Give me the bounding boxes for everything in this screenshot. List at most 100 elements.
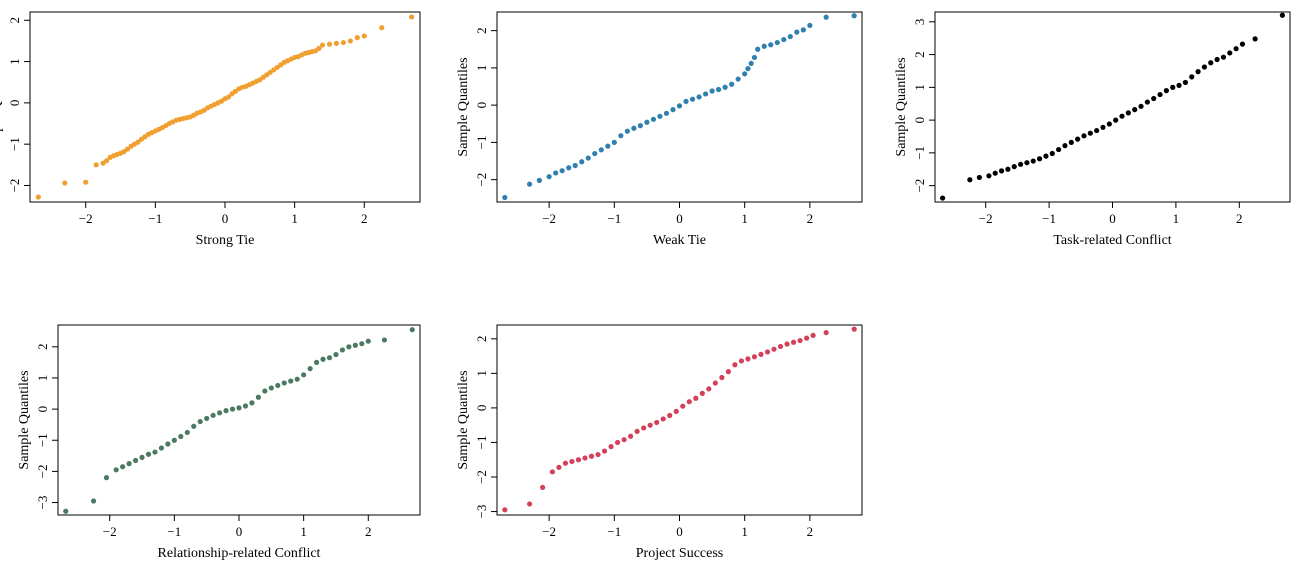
- data-point: [1279, 12, 1285, 18]
- data-point: [566, 165, 572, 171]
- data-point: [683, 98, 689, 105]
- data-point: [1100, 124, 1106, 130]
- data-point: [113, 467, 119, 473]
- data-point: [784, 341, 790, 347]
- data-point: [361, 33, 367, 39]
- data-point: [294, 376, 300, 382]
- data-point: [1189, 74, 1195, 80]
- x-tick-label: −1: [167, 524, 181, 539]
- data-point: [572, 162, 578, 169]
- data-point: [301, 372, 307, 378]
- data-point: [1157, 91, 1163, 98]
- data-point: [735, 76, 741, 82]
- data-point: [787, 33, 793, 40]
- data-point: [90, 498, 97, 504]
- data-point: [588, 453, 595, 459]
- y-tick-label: −3: [474, 505, 489, 519]
- data-point: [526, 501, 533, 507]
- x-tick-label: 1: [291, 211, 298, 226]
- y-tick-label: 0: [912, 117, 927, 124]
- y-tick-label: 0: [474, 102, 489, 109]
- data-point: [823, 330, 829, 336]
- data-point: [346, 344, 352, 350]
- data-point: [1163, 88, 1169, 94]
- data-point: [103, 475, 110, 481]
- data-point: [592, 150, 598, 157]
- x-tick-label: −1: [148, 211, 162, 226]
- data-point: [663, 110, 670, 116]
- data-point: [1056, 146, 1062, 153]
- data-point: [621, 437, 627, 443]
- data-point: [281, 380, 287, 386]
- data-point: [748, 60, 754, 67]
- data-point: [340, 39, 346, 46]
- data-point: [352, 342, 358, 348]
- data-point: [165, 441, 171, 447]
- data-point: [1043, 153, 1049, 159]
- data-point: [145, 451, 152, 457]
- data-point: [618, 133, 624, 139]
- data-point: [601, 448, 608, 454]
- data-point: [1233, 46, 1239, 52]
- data-point: [359, 341, 365, 347]
- data-point: [823, 14, 829, 20]
- data-point: [689, 96, 696, 102]
- y-tick-label: 0: [35, 406, 50, 413]
- data-point: [1068, 139, 1074, 145]
- x-axis-label: Strong Tie: [196, 233, 255, 248]
- data-point: [644, 119, 650, 125]
- x-tick-label: 1: [741, 524, 748, 539]
- data-point: [650, 116, 657, 122]
- x-axis-label: Weak Tie: [653, 233, 706, 248]
- data-point: [611, 139, 617, 145]
- data-point: [171, 437, 177, 443]
- data-point: [998, 168, 1005, 174]
- x-tick-label: 0: [222, 211, 229, 226]
- data-point: [1049, 150, 1055, 157]
- data-point: [1036, 156, 1043, 162]
- data-point: [729, 81, 735, 87]
- y-tick-label: −3: [35, 496, 50, 510]
- data-point: [1214, 56, 1220, 63]
- data-point: [556, 464, 562, 470]
- plot-frame: [29, 11, 421, 203]
- qq-plot-1: −2 −1 0 1 2 −2 −1 0 1 2 Strong Tie Sample Quantiles: [0, 11, 421, 248]
- data-point: [986, 173, 992, 179]
- data-point: [526, 181, 533, 187]
- y-tick-label: −1: [912, 146, 927, 160]
- x-tick-label: −2: [103, 524, 117, 539]
- data-point: [158, 445, 165, 451]
- data-point: [585, 155, 591, 161]
- data-point: [1201, 64, 1208, 70]
- data-point: [745, 356, 751, 362]
- x-axis-label: Relationship-related Conflict: [158, 546, 321, 561]
- data-point: [536, 177, 542, 183]
- data-point: [1024, 160, 1030, 166]
- plot-frame: [496, 324, 863, 516]
- x-tick-label: 2: [807, 524, 814, 539]
- data-point: [660, 416, 666, 422]
- y-axis-label: Sample Quantiles: [456, 57, 471, 156]
- data-point: [1195, 69, 1201, 75]
- y-axis-label: Sample Quantiles: [894, 57, 909, 156]
- qq-plot-4: −2 −1 0 1 2 −3 −2 −1 0 1 2 Relationship-related Con…: [17, 324, 421, 561]
- data-point: [229, 406, 236, 412]
- y-tick-label: −2: [474, 470, 489, 484]
- data-point: [354, 35, 360, 41]
- x-tick-label: 2: [361, 211, 368, 226]
- data-point: [1017, 161, 1024, 167]
- data-point: [777, 343, 784, 350]
- x-tick-label: −2: [79, 211, 93, 226]
- data-point: [1227, 50, 1233, 56]
- data-point: [702, 91, 709, 97]
- data-point: [217, 410, 223, 416]
- data-point: [1081, 133, 1087, 139]
- data-point: [236, 405, 242, 411]
- data-point: [614, 439, 621, 446]
- data-point: [676, 103, 683, 109]
- data-point: [800, 27, 806, 33]
- data-point: [1144, 99, 1150, 105]
- data-point: [83, 179, 89, 185]
- x-tick-label: 2: [1236, 211, 1243, 226]
- y-tick-label: 2: [7, 17, 22, 24]
